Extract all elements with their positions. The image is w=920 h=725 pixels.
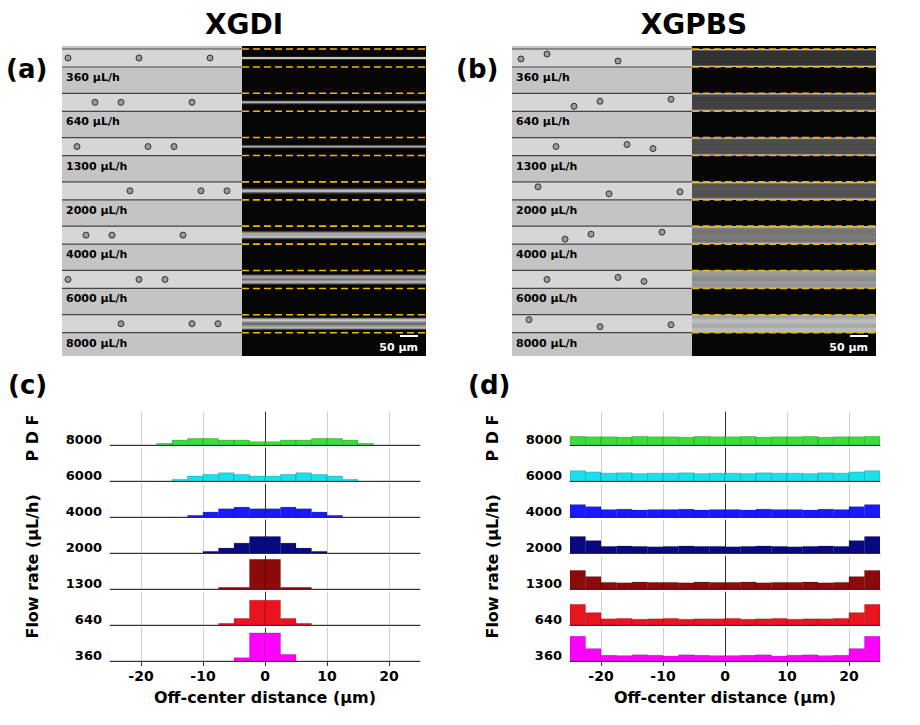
svg-text:4000: 4000 (526, 504, 562, 519)
svg-text:-10: -10 (190, 668, 216, 684)
svg-text:8000 μL/h: 8000 μL/h (66, 337, 127, 350)
svg-text:(c): (c) (8, 370, 47, 400)
svg-text:XGPBS: XGPBS (641, 8, 748, 41)
svg-text:4000 μL/h: 4000 μL/h (516, 248, 577, 261)
svg-text:360 μL/h: 360 μL/h (516, 71, 570, 84)
svg-text:(b): (b) (456, 54, 498, 84)
svg-text:1300: 1300 (526, 576, 562, 591)
svg-text:6000 μL/h: 6000 μL/h (66, 292, 127, 305)
svg-text:640 μL/h: 640 μL/h (516, 115, 570, 128)
svg-text:P D F: P D F (23, 414, 42, 461)
svg-text:-10: -10 (650, 668, 676, 684)
svg-text:1300 μL/h: 1300 μL/h (516, 160, 577, 173)
svg-text:360: 360 (75, 648, 102, 663)
svg-text:2000 μL/h: 2000 μL/h (66, 204, 127, 217)
svg-text:640 μL/h: 640 μL/h (66, 115, 120, 128)
svg-text:8000: 8000 (526, 432, 562, 447)
svg-text:0: 0 (720, 668, 730, 684)
svg-text:(a): (a) (6, 54, 47, 84)
svg-text:Off-center distance (μm): Off-center distance (μm) (154, 688, 376, 707)
svg-text:2000: 2000 (66, 540, 102, 555)
svg-text:6000: 6000 (526, 468, 562, 483)
svg-text:50 μm: 50 μm (829, 341, 868, 354)
svg-text:-20: -20 (588, 668, 614, 684)
svg-text:2000: 2000 (526, 540, 562, 555)
svg-text:4000: 4000 (66, 504, 102, 519)
svg-text:8000: 8000 (66, 432, 102, 447)
svg-text:10: 10 (317, 668, 337, 684)
svg-text:360: 360 (535, 648, 562, 663)
svg-text:640: 640 (535, 612, 562, 627)
svg-text:XGDI: XGDI (205, 8, 283, 41)
svg-text:20: 20 (379, 668, 399, 684)
svg-text:Off-center distance (μm): Off-center distance (μm) (614, 688, 836, 707)
svg-text:1300 μL/h: 1300 μL/h (66, 160, 127, 173)
svg-text:360 μL/h: 360 μL/h (66, 71, 120, 84)
svg-text:Flow rate (μL/h): Flow rate (μL/h) (483, 494, 502, 638)
svg-text:Flow rate (μL/h): Flow rate (μL/h) (23, 494, 42, 638)
svg-text:-20: -20 (128, 668, 154, 684)
svg-text:1300: 1300 (66, 576, 102, 591)
svg-text:640: 640 (75, 612, 102, 627)
svg-text:0: 0 (260, 668, 270, 684)
svg-text:(d): (d) (468, 370, 510, 400)
svg-text:P D F: P D F (483, 414, 502, 461)
svg-text:6000 μL/h: 6000 μL/h (516, 292, 577, 305)
svg-text:20: 20 (839, 668, 859, 684)
svg-text:6000: 6000 (66, 468, 102, 483)
svg-text:2000 μL/h: 2000 μL/h (516, 204, 577, 217)
svg-text:8000 μL/h: 8000 μL/h (516, 337, 577, 350)
svg-text:4000 μL/h: 4000 μL/h (66, 248, 127, 261)
svg-text:10: 10 (777, 668, 797, 684)
svg-text:50 μm: 50 μm (379, 341, 418, 354)
